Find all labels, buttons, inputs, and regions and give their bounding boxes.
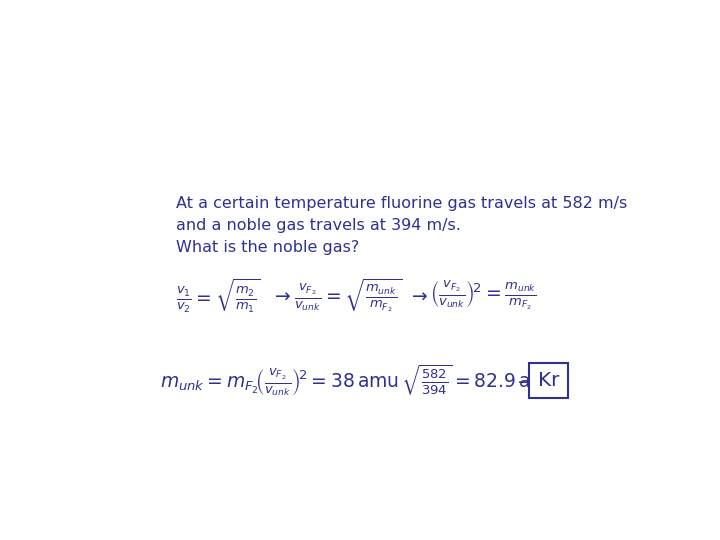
Text: $\rightarrow$: $\rightarrow$ xyxy=(514,372,534,390)
Text: $\rightarrow$: $\rightarrow$ xyxy=(408,286,428,305)
Text: $\rightarrow$: $\rightarrow$ xyxy=(271,286,292,305)
Text: $m_{unk} = m_{F_2}\!\left(\frac{v_{F_2}}{v_{unk}}\right)^{\!2} = 38\,\mathrm{amu: $m_{unk} = m_{F_2}\!\left(\frac{v_{F_2}}… xyxy=(160,363,560,399)
Text: $\frac{v_1}{v_2} = \sqrt{\frac{m_2}{m_1}}$: $\frac{v_1}{v_2} = \sqrt{\frac{m_2}{m_1}… xyxy=(176,276,261,315)
Text: $\mathrm{Kr}$: $\mathrm{Kr}$ xyxy=(537,372,560,390)
Text: $\frac{v_{F_2}}{v_{unk}} = \sqrt{\frac{m_{unk}}{m_{F_2}}}$: $\frac{v_{F_2}}{v_{unk}} = \sqrt{\frac{m… xyxy=(294,277,402,314)
Text: $\left(\frac{v_{F_2}}{v_{unk}}\right)^{\!2} = \frac{m_{unk}}{m_{F_2}}$: $\left(\frac{v_{F_2}}{v_{unk}}\right)^{\… xyxy=(431,279,537,312)
Text: At a certain temperature fluorine gas travels at 582 m/s
and a noble gas travels: At a certain temperature fluorine gas tr… xyxy=(176,196,628,255)
